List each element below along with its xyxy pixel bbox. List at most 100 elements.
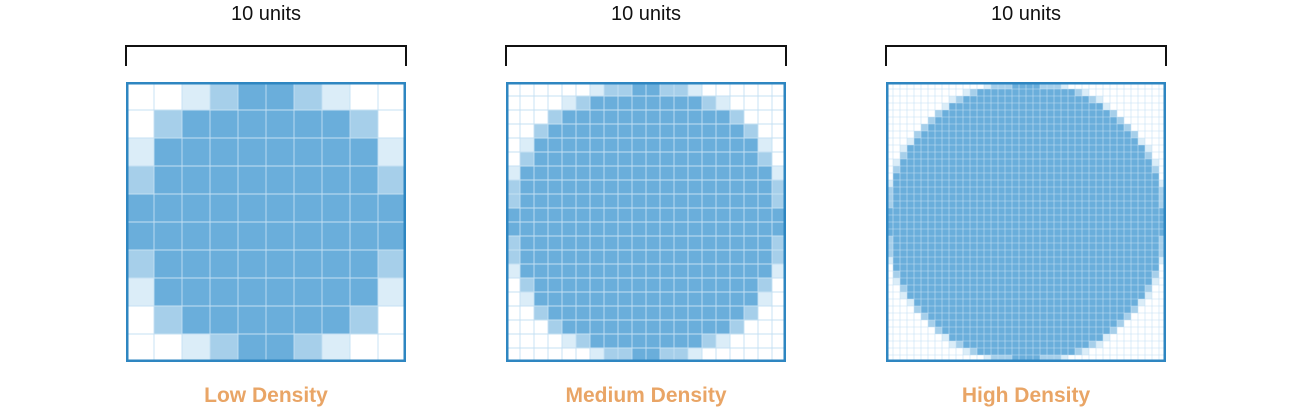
- grid-cell: [1061, 320, 1068, 327]
- grid-cell: [1103, 306, 1110, 313]
- grid-cell: [534, 250, 548, 264]
- grid-cell: [977, 229, 984, 236]
- grid-cell: [674, 334, 688, 348]
- grid-cell: [548, 180, 562, 194]
- grid-cell: [702, 96, 716, 110]
- grid-cell: [984, 257, 991, 264]
- grid-cell: [1096, 299, 1103, 306]
- grid-cell: [1033, 110, 1040, 117]
- grid-cell: [350, 278, 378, 306]
- grid-cell: [758, 166, 772, 180]
- grid-cell: [744, 208, 758, 222]
- grid-cell: [921, 152, 928, 159]
- grid-cell: [914, 229, 921, 236]
- grid-cell: [590, 208, 604, 222]
- grid-cell: [1082, 215, 1089, 222]
- grid-cell: [1033, 180, 1040, 187]
- grid-cell: [1012, 313, 1019, 320]
- grid-cell: [921, 236, 928, 243]
- grid-cell: [977, 264, 984, 271]
- grid-cell: [590, 152, 604, 166]
- grid-cell: [998, 159, 1005, 166]
- grid-cell: [730, 222, 744, 236]
- grid-cell: [900, 187, 907, 194]
- grid-cell: [1096, 215, 1103, 222]
- grid-cell: [674, 306, 688, 320]
- grid-cell: [949, 96, 956, 103]
- grid-cell: [1005, 327, 1012, 334]
- grid-cell: [893, 194, 900, 201]
- grid-cell: [935, 292, 942, 299]
- grid-cell: [1040, 327, 1047, 334]
- grid-cell: [1005, 313, 1012, 320]
- grid-cell: [970, 166, 977, 173]
- grid-cell: [1082, 145, 1089, 152]
- grid-cell: [1096, 327, 1103, 334]
- grid-cell: [618, 96, 632, 110]
- grid-cell: [914, 306, 921, 313]
- grid-cell: [963, 222, 970, 229]
- grid-cell: [1012, 187, 1019, 194]
- grid-cell: [1103, 313, 1110, 320]
- grid-cell: [1110, 131, 1117, 138]
- grid-cell: [1047, 320, 1054, 327]
- grid-cell: [646, 250, 660, 264]
- grid-cell: [716, 152, 730, 166]
- grid-cell: [1103, 103, 1110, 110]
- grid-cell: [1026, 145, 1033, 152]
- grid-cell: [914, 166, 921, 173]
- grid-cell: [984, 236, 991, 243]
- grid-cell: [991, 208, 998, 215]
- grid-cell: [1110, 257, 1117, 264]
- grid-cell: [928, 159, 935, 166]
- grid-cell: [1082, 271, 1089, 278]
- grid-cell: [660, 110, 674, 124]
- grid-cell: [1138, 264, 1145, 271]
- grid-cell: [632, 180, 646, 194]
- grid-cell: [1089, 250, 1096, 257]
- grid-cell: [1068, 201, 1075, 208]
- grid-cell: [1005, 138, 1012, 145]
- grid-cell: [1145, 278, 1152, 285]
- grid-cell: [632, 348, 646, 362]
- grid-cell: [935, 320, 942, 327]
- grid-cell: [1033, 250, 1040, 257]
- grid-cell: [886, 187, 893, 194]
- grid-cell: [956, 96, 963, 103]
- grid-cell: [1047, 299, 1054, 306]
- grid-cell: [1040, 152, 1047, 159]
- grid-cell: [1117, 194, 1124, 201]
- grid-cell: [294, 110, 322, 138]
- grid-cell: [590, 278, 604, 292]
- grid-cell: [688, 166, 702, 180]
- grid-cell: [1131, 271, 1138, 278]
- grid-cell: [921, 243, 928, 250]
- grid-cell: [1068, 257, 1075, 264]
- grid-cell: [963, 320, 970, 327]
- units-label: 10 units: [230, 3, 302, 25]
- grid-cell: [350, 250, 378, 278]
- grid-cell: [772, 166, 786, 180]
- grid-cell: [534, 166, 548, 180]
- grid-cell: [1089, 187, 1096, 194]
- grid-cell: [1012, 131, 1019, 138]
- grid-cell: [942, 229, 949, 236]
- grid-cell: [632, 320, 646, 334]
- grid-cell: [900, 208, 907, 215]
- grid-border: [126, 82, 406, 362]
- grid-cell: [928, 278, 935, 285]
- grid-cell: [534, 138, 548, 152]
- grid-cell: [893, 180, 900, 187]
- grid-cell: [1040, 208, 1047, 215]
- grid-cell: [632, 306, 646, 320]
- grid-cell: [893, 159, 900, 166]
- grid-cell: [604, 180, 618, 194]
- grid-cell: [977, 180, 984, 187]
- grid-cell: [1138, 285, 1145, 292]
- grid-cell: [1131, 159, 1138, 166]
- grid-cell: [1061, 103, 1068, 110]
- grid-cell: [977, 348, 984, 355]
- grid-cell: [1152, 187, 1159, 194]
- grid-cell: [977, 89, 984, 96]
- grid-cell: [984, 229, 991, 236]
